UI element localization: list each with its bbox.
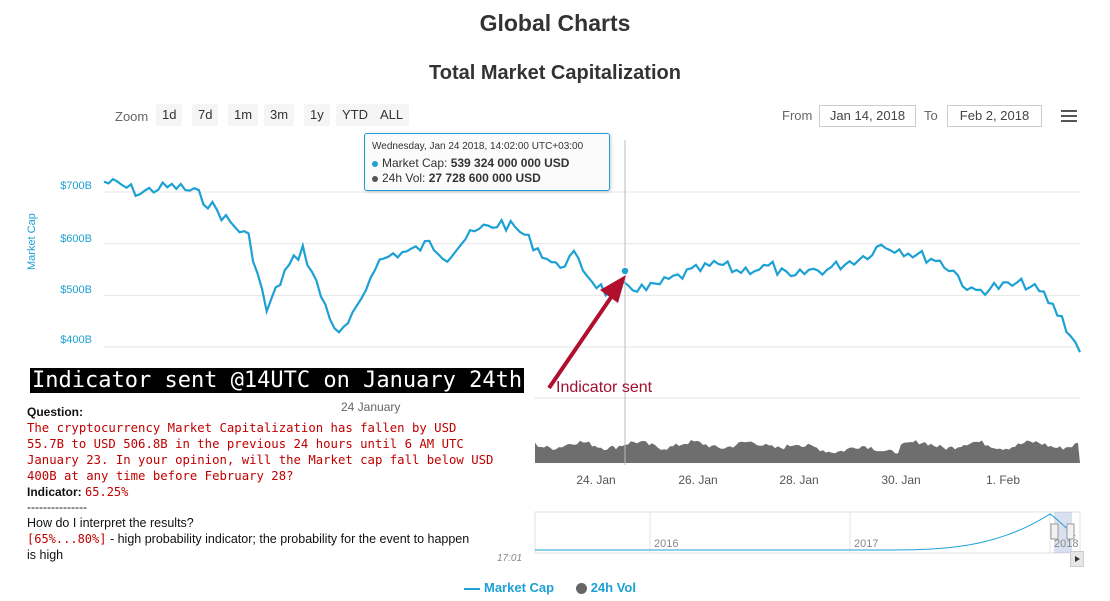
chat-date-header: 24 January [341, 400, 401, 414]
navigator-year-label: 2018 [1054, 538, 1079, 550]
to-label: To [924, 108, 938, 123]
interpret-question: How do I interpret the results? [27, 516, 194, 530]
from-date-input[interactable] [819, 105, 916, 127]
tooltip-volume-row: 24h Vol: 27 728 600 000 USD [372, 171, 541, 185]
x-tick-label: 26. Jan [678, 473, 718, 487]
tooltip-date: Wednesday, Jan 24 2018, 14:02:00 UTC+03:… [372, 141, 584, 152]
navigator-scroll-button[interactable] [1070, 551, 1084, 567]
zoom-all-button[interactable]: ALL [374, 104, 410, 126]
x-tick-label: 24. Jan [576, 473, 616, 487]
legend-market-cap[interactable]: Market Cap [464, 580, 558, 595]
y-tick-label: $600B [60, 233, 92, 245]
navigator-year-label: 2017 [854, 538, 879, 550]
range-description-continued: is high [27, 548, 64, 562]
navigator-handle [1066, 523, 1075, 540]
from-label: From [782, 108, 813, 123]
zoom-1m-button[interactable]: 1m [228, 104, 259, 126]
y-tick-label: $700B [60, 180, 92, 192]
navigator-handle [1050, 523, 1059, 540]
market-cap-line [103, 177, 1081, 353]
interpret-row: [65%...80%] - high probability indicator… [27, 532, 469, 546]
page-title: Global Charts [479, 10, 631, 36]
navigator-box [534, 511, 1081, 554]
x-tick-label: 30. Jan [881, 473, 921, 487]
volume-area-shape [535, 440, 1080, 463]
question-line: 55.7B to USD 506.8B in the previous 24 h… [27, 437, 464, 451]
hover-point [620, 266, 630, 276]
navigator [534, 511, 1081, 554]
zoom-ytd-button[interactable]: YTD [336, 104, 374, 126]
zoom-label: Zoom [115, 109, 149, 124]
y-tick-label: $400B [60, 334, 92, 346]
to-date-input[interactable] [947, 105, 1042, 127]
chart-title: Total Market Capitalization [429, 62, 681, 84]
chat-timestamp: 17:01 [497, 553, 523, 564]
zoom-3m-button[interactable]: 3m [264, 104, 295, 126]
hamburger-menu-icon[interactable] [1061, 110, 1077, 124]
navigator-series [535, 513, 1076, 551]
indicator-value: 65.25% [85, 485, 129, 499]
zoom-1d-button[interactable]: 1d [156, 104, 183, 126]
market-cap-dot-icon [372, 160, 378, 167]
indicator-label: Indicator: [27, 485, 82, 499]
volume-area [535, 440, 1080, 463]
question-line: 400B at any time before February 28? [27, 469, 294, 483]
indicator-sent-label: Indicator sent [556, 379, 653, 396]
indicator-banner: Indicator sent @14UTC on January 24th [30, 368, 525, 393]
navigator-year-label: 2016 [654, 538, 679, 550]
indicator-row: Indicator: 65.25% [27, 485, 128, 499]
zoom-1y-button[interactable]: 1y [304, 104, 330, 126]
question-label: Question: [27, 405, 83, 419]
indicator-arrow [547, 275, 626, 390]
navigator-selection [1054, 512, 1072, 553]
x-tick-label: 1. Feb [985, 473, 1021, 487]
chart-legend[interactable]: Market Cap 24h Vol [464, 580, 636, 595]
tooltip-market-cap-row: Market Cap: 539 324 000 000 USD [372, 156, 569, 170]
legend-24h-vol[interactable]: 24h Vol [575, 580, 636, 595]
x-tick-label: 28. Jan [779, 473, 819, 487]
range-code: [65%...80%] [27, 532, 107, 546]
y-tick-label: $500B [60, 284, 92, 296]
question-line: The cryptocurrency Market Capitalization… [27, 421, 457, 435]
volume-dot-icon [372, 175, 378, 182]
range-description: - high probability indicator; the probab… [106, 532, 470, 546]
question-line: January 23. In your opinion, will the Ma… [27, 453, 494, 467]
chat-message: 24 January Question: The cryptocurrency … [14, 396, 534, 566]
divider-text: --------------- [27, 500, 87, 514]
zoom-7d-button[interactable]: 7d [192, 104, 219, 126]
chart-tooltip: Wednesday, Jan 24 2018, 14:02:00 UTC+03:… [364, 133, 610, 191]
